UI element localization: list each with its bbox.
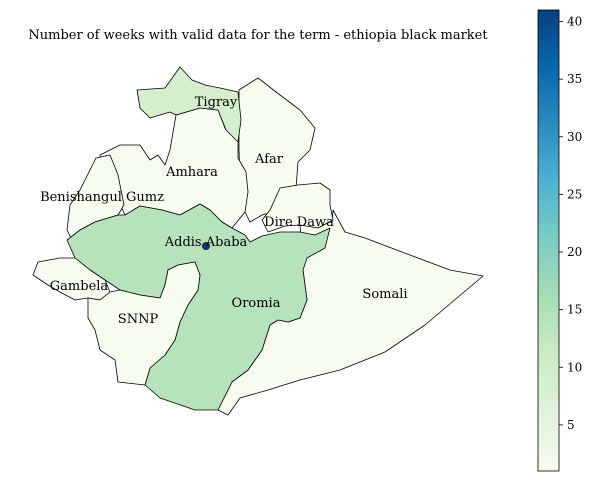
label-afar: Afar — [254, 152, 284, 167]
map-regions — [32, 66, 484, 416]
colorbar-ticks: 5 10 15 20 25 30 35 40 — [559, 15, 582, 432]
colorbar: 5 10 15 20 25 30 35 40 — [537, 9, 582, 472]
region-labels: Tigray Afar Amhara Benishangul Gumz Dire… — [40, 95, 408, 327]
label-tigray: Tigray — [195, 95, 238, 110]
label-gambela: Gambela — [50, 279, 109, 294]
label-dire-dawa: Dire Dawa — [264, 215, 334, 230]
region-dire-dawa — [261, 182, 334, 233]
colorbar-gradient — [537, 9, 560, 472]
colorbar-tick-label-10: 10 — [567, 360, 582, 374]
label-somali: Somali — [362, 287, 407, 302]
label-addis-ababa: Addis Ababa — [164, 235, 248, 250]
label-snnp: SNNP — [118, 312, 159, 327]
colorbar-tick-label-40: 40 — [567, 15, 582, 29]
label-benishangul: Benishangul Gumz — [40, 190, 164, 205]
colorbar-tick-label-25: 25 — [567, 187, 582, 201]
label-oromia: Oromia — [232, 296, 281, 311]
region-tigray — [136, 66, 242, 143]
region-snnp — [87, 261, 201, 386]
colorbar-tick-label-20: 20 — [567, 245, 582, 259]
label-amhara: Amhara — [165, 165, 218, 180]
map-title: Number of weeks with valid data for the … — [28, 28, 488, 43]
colorbar-tick-label-30: 30 — [567, 130, 582, 144]
region-addis-ababa — [202, 242, 210, 250]
colorbar-tick-label-35: 35 — [567, 72, 582, 86]
colorbar-tick-label-15: 15 — [567, 303, 582, 317]
colorbar-tick-label-5: 5 — [567, 418, 575, 432]
